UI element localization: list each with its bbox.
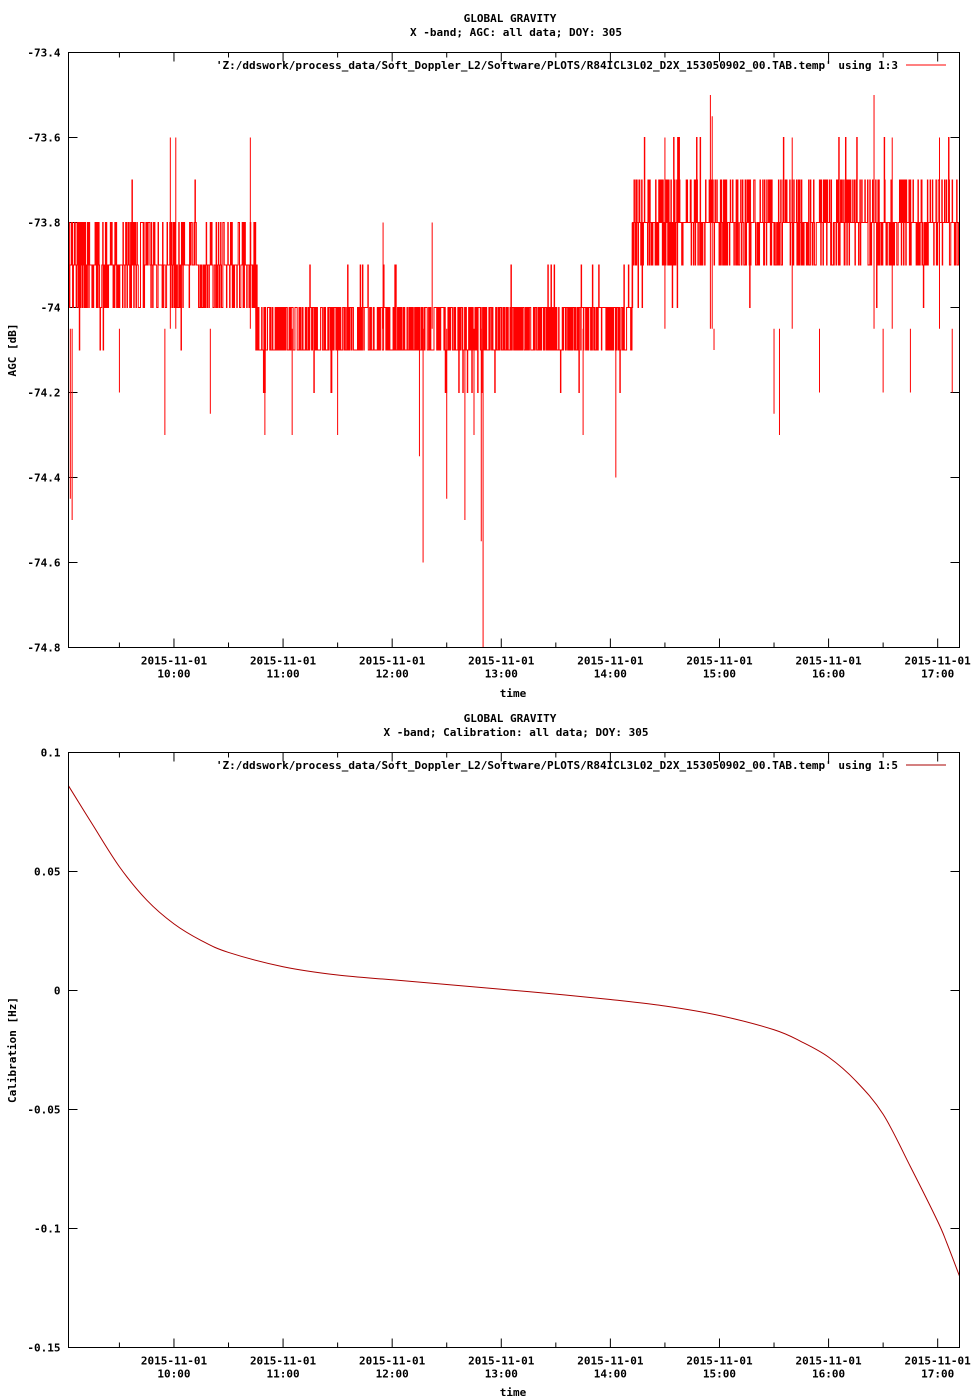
x-tick-date-label: 2015-11-01 [141, 655, 208, 668]
y-tick-label: -74 [41, 302, 61, 315]
x-tick-time-label: 16:00 [812, 668, 845, 681]
x-tick-time-label: 15:00 [703, 1368, 736, 1381]
x-tick-time-label: 17:00 [921, 1368, 954, 1381]
x-tick-time-label: 15:00 [703, 668, 736, 681]
y-tick-label: -74.6 [27, 557, 60, 570]
x-tick-date-label: 2015-11-01 [468, 1355, 535, 1368]
x-tick-time-label: 14:00 [594, 1368, 627, 1381]
x-tick-date-label: 2015-11-01 [577, 655, 644, 668]
axis-ticks: -73.4 -73.6 -73.8 -74 -74.2 -74.4 -74.6 -74.8 20… [27, 47, 971, 681]
plot-frame [68, 52, 960, 648]
x-tick-date-label: 2015-11-01 [686, 655, 753, 668]
x-tick-date-label: 2015-11-01 [359, 655, 426, 668]
y-axis-label: Calibration [Hz] [6, 997, 19, 1103]
legend-label: 'Z:/ddswork/process_data/Soft_Doppler_L2… [216, 759, 898, 772]
x-tick-time-label: 14:00 [594, 668, 627, 681]
y-tick-label: -74.2 [27, 387, 60, 400]
agc-chart: GLOBAL GRAVITY X -band; AGC: all data; D… [6, 12, 971, 700]
chart-subtitle: X -band; Calibration: all data; DOY: 305 [384, 726, 649, 739]
axis-ticks: 0.10.050-0.05-0.1-0.152015-11-0110:00201… [27, 747, 971, 1381]
x-tick-date-label: 2015-11-01 [686, 1355, 753, 1368]
x-tick-time-label: 13:00 [485, 668, 518, 681]
x-axis-label: time [500, 687, 527, 700]
x-tick-date-label: 2015-11-01 [577, 1355, 644, 1368]
y-tick-label: -73.6 [27, 132, 60, 145]
x-axis-label: time [500, 1386, 527, 1399]
x-tick-time-label: 12:00 [376, 668, 409, 681]
chart-title: GLOBAL GRAVITY [464, 12, 557, 25]
x-tick-date-label: 2015-11-01 [468, 655, 535, 668]
plot-frame [68, 752, 960, 1348]
x-tick-time-label: 11:00 [267, 1368, 300, 1381]
x-tick-date-label: 2015-11-01 [905, 1355, 972, 1368]
agc-line [68, 137, 960, 393]
y-tick-label: -0.15 [27, 1342, 60, 1355]
y-tick-label: -0.05 [27, 1104, 60, 1117]
x-tick-date-label: 2015-11-01 [250, 1355, 317, 1368]
y-tick-label: -74.4 [27, 472, 60, 485]
x-tick-date-label: 2015-11-01 [250, 655, 317, 668]
x-tick-time-label: 17:00 [921, 668, 954, 681]
y-axis-label: AGC [dB] [6, 324, 19, 377]
legend-label: 'Z:/ddswork/process_data/Soft_Doppler_L2… [216, 59, 898, 72]
x-tick-date-label: 2015-11-01 [359, 1355, 426, 1368]
chart-subtitle: X -band; AGC: all data; DOY: 305 [410, 26, 622, 39]
x-tick-date-label: 2015-11-01 [795, 655, 862, 668]
x-tick-time-label: 16:00 [812, 1368, 845, 1381]
y-tick-label: -73.8 [27, 217, 60, 230]
y-tick-label: -0.1 [34, 1223, 61, 1236]
calibration-series [68, 785, 960, 1277]
x-tick-date-label: 2015-11-01 [795, 1355, 862, 1368]
y-tick-label: 0.1 [41, 747, 61, 760]
x-tick-time-label: 13:00 [485, 1368, 518, 1381]
x-tick-time-label: 10:00 [157, 1368, 190, 1381]
x-tick-date-label: 2015-11-01 [141, 1355, 208, 1368]
x-tick-time-label: 11:00 [267, 668, 300, 681]
chart-title: GLOBAL GRAVITY [464, 712, 557, 725]
calibration-line [68, 785, 960, 1277]
y-tick-label: -73.4 [27, 47, 60, 60]
x-tick-date-label: 2015-11-01 [905, 655, 972, 668]
y-tick-label: -74.8 [27, 642, 60, 655]
x-tick-time-label: 12:00 [376, 1368, 409, 1381]
agc-series [68, 95, 960, 648]
x-tick-time-label: 10:00 [157, 668, 190, 681]
calibration-chart: GLOBAL GRAVITY X -band; Calibration: all… [6, 712, 971, 1399]
y-tick-label: 0 [54, 985, 61, 998]
y-tick-label: 0.05 [34, 866, 61, 879]
